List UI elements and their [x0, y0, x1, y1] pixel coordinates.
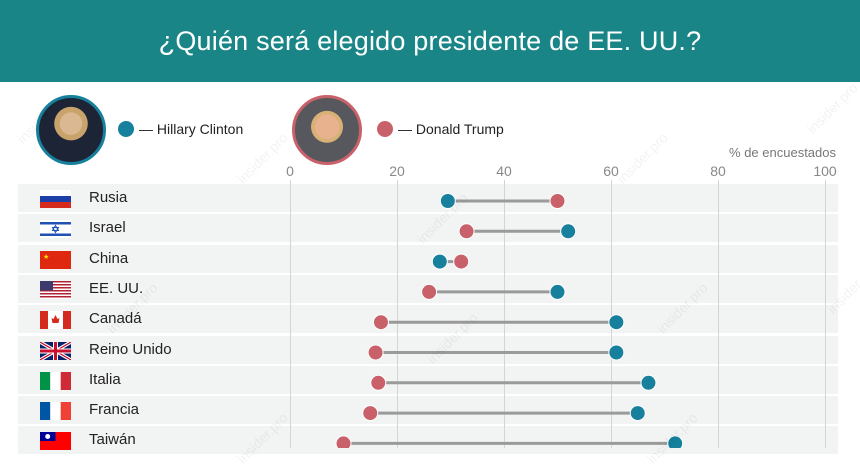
clinton-point — [431, 253, 448, 270]
page-title: ¿Quién será elegido presidente de EE. UU… — [158, 25, 702, 56]
x-tick-label: 40 — [496, 163, 512, 179]
legend-label: — Hillary Clinton — [139, 121, 244, 137]
gridline — [718, 180, 719, 448]
flag-icon — [40, 280, 71, 299]
clinton-point — [549, 283, 566, 300]
x-tick-label: 20 — [389, 163, 405, 179]
table-row — [18, 396, 838, 425]
trump-point — [362, 405, 379, 422]
country-label: EE. UU. — [89, 279, 144, 297]
clinton-dot-icon — [118, 121, 134, 137]
gridline — [825, 180, 826, 448]
table-row — [18, 214, 838, 243]
gridline — [290, 180, 291, 448]
gridline — [504, 180, 505, 448]
trump-photo — [292, 95, 362, 165]
table-row — [18, 305, 838, 334]
trump-point — [372, 314, 389, 331]
legend-label: — Donald Trump — [398, 121, 504, 137]
flag-icon: ★ — [40, 250, 71, 269]
clinton-point — [629, 405, 646, 422]
clinton-photo — [36, 95, 106, 165]
trump-dot-icon — [377, 121, 393, 137]
gridline — [611, 180, 612, 448]
flag-icon — [40, 311, 71, 330]
trump-point — [335, 435, 352, 448]
trump-point — [453, 253, 470, 270]
country-label: Canadá — [89, 310, 142, 328]
country-label: Israel — [89, 219, 126, 237]
x-tick-label: 80 — [710, 163, 726, 179]
table-row — [18, 365, 838, 394]
country-label: Rusia — [89, 189, 128, 206]
trump-point — [549, 193, 566, 209]
flag-icon — [40, 432, 71, 451]
table-row — [18, 335, 838, 364]
x-axis-label: % de encuestados — [729, 145, 836, 160]
chart-plot — [335, 193, 684, 448]
country-label: Taiwán — [89, 431, 136, 449]
flag-icon — [39, 339, 72, 362]
clinton-point — [439, 193, 456, 209]
table-row — [18, 244, 838, 273]
gridline — [397, 180, 398, 448]
clinton-point — [640, 374, 657, 391]
x-tick-label: 0 — [286, 163, 294, 179]
trump-point — [458, 223, 475, 240]
legend-item-trump: — Donald Trump — [377, 121, 504, 137]
header-bar: ¿Quién será elegido presidente de EE. UU… — [0, 0, 860, 82]
table-row — [18, 184, 838, 212]
clinton-point — [608, 314, 625, 331]
legend-item-clinton: — Hillary Clinton — [118, 121, 243, 137]
clinton-point — [608, 344, 625, 361]
country-label: Italia — [89, 370, 121, 388]
flag-icon — [40, 371, 71, 390]
svg-text:★: ★ — [43, 253, 49, 261]
trump-point — [421, 283, 438, 300]
country-label: Reino Unido — [89, 340, 172, 358]
x-tick-label: 60 — [603, 163, 619, 179]
country-label: Francia — [89, 401, 140, 419]
flag-icon — [40, 220, 71, 239]
country-label: China — [89, 249, 129, 267]
x-tick-label: 100 — [813, 163, 837, 179]
clinton-point — [560, 223, 577, 240]
flag-icon — [40, 402, 71, 421]
clinton-point — [667, 435, 684, 448]
trump-point — [367, 344, 384, 361]
flag-icon — [40, 190, 71, 208]
trump-point — [370, 374, 387, 391]
